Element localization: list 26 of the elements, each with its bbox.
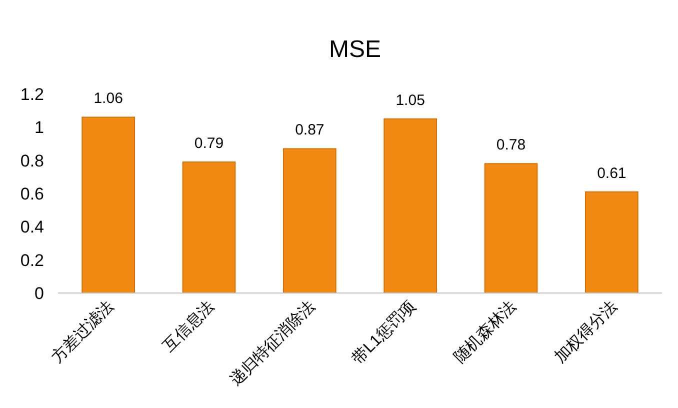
x-tick-label: 随机森林法	[450, 297, 520, 366]
data-label: 0.61	[597, 164, 626, 182]
data-label: 0.78	[496, 136, 526, 154]
data-label: 0.87	[295, 122, 324, 139]
bar	[584, 191, 638, 294]
y-tick-label: 0	[34, 284, 44, 303]
x-tick-label: 互信息法	[160, 297, 218, 356]
x-tick-label: 方差过滤法	[48, 297, 118, 366]
bar	[82, 116, 136, 294]
data-label: 1.05	[396, 92, 425, 109]
bar	[384, 118, 438, 294]
bar	[484, 163, 538, 294]
y-tick-label: 0.6	[20, 184, 44, 204]
x-tick-label: 递归特征消除法	[226, 297, 318, 390]
y-tick-label: 1	[34, 118, 44, 138]
x-tick-label: 带L1惩罚项	[348, 297, 420, 368]
data-label: 1.06	[94, 90, 123, 108]
x-tick-label: 加权得分法	[551, 297, 620, 366]
bar	[182, 161, 236, 294]
bar	[282, 148, 336, 294]
y-tick-label: 0.4	[20, 218, 44, 237]
y-tick-label: 0.2	[20, 250, 44, 270]
chart-title: MSE	[328, 36, 382, 63]
data-label: 0.79	[194, 134, 224, 152]
y-tick-label: 1.2	[20, 85, 44, 104]
y-tick-label: 0.8	[20, 151, 44, 170]
